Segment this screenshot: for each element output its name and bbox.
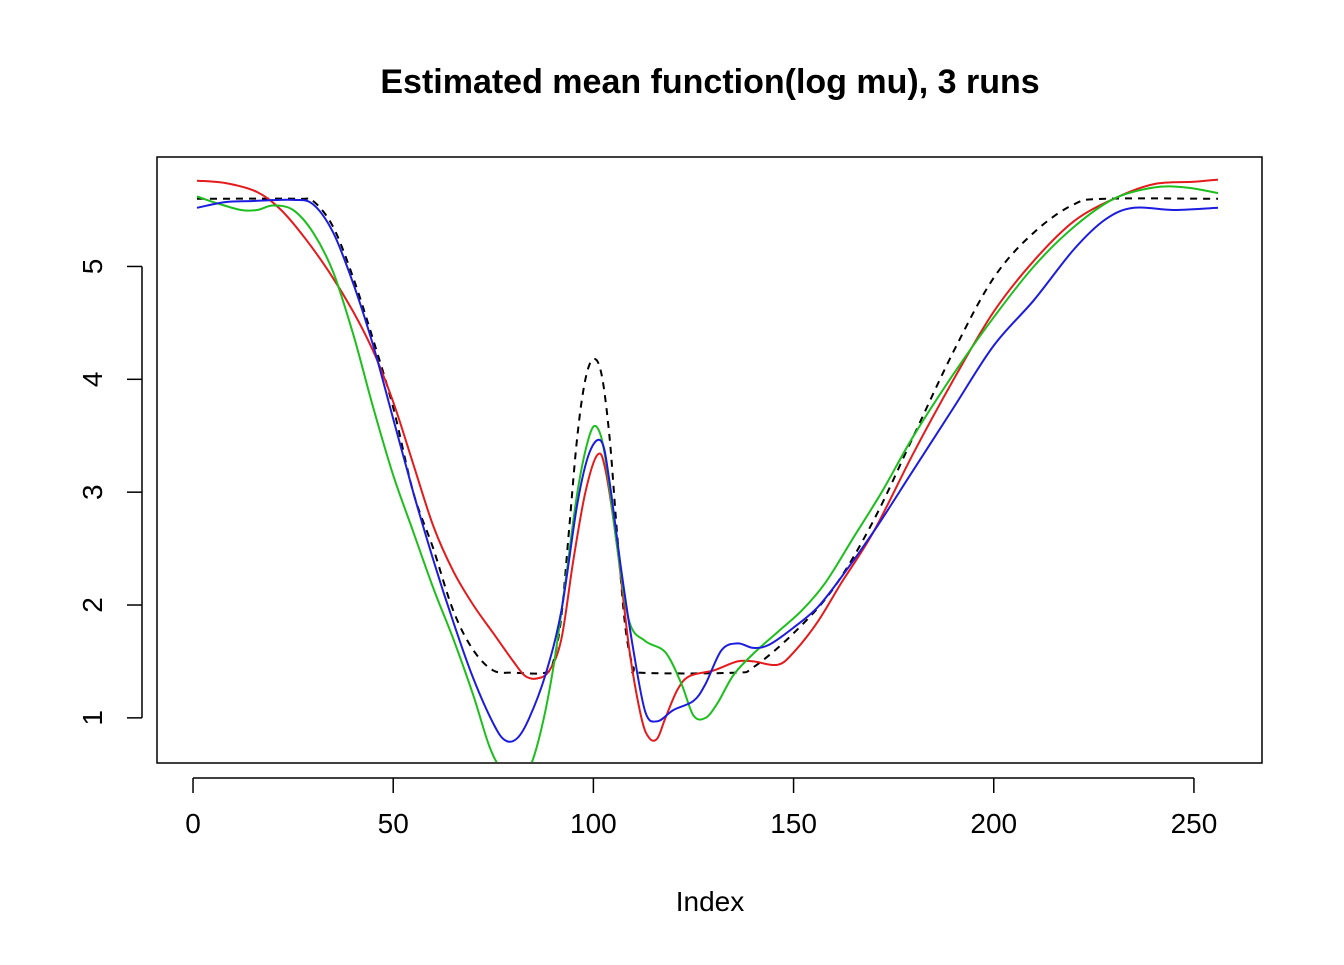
x-axis: 0 50 100 150 200 250 [185,777,1218,839]
chart-title: Estimated mean function(log mu), 3 runs [380,63,1039,101]
y-tick-label: 5 [77,259,108,275]
x-tick-label: 0 [185,808,201,839]
y-tick-label: 1 [77,710,108,726]
series-line-2 [196,178,1219,742]
y-tick-label: 3 [77,484,108,500]
series-line-4 [196,198,1219,743]
x-tick-label: 150 [770,808,817,839]
x-axis-label: Index [676,886,745,917]
x-tick-label: 50 [378,808,409,839]
y-tick-label: 4 [77,372,108,388]
x-tick-label: 200 [970,808,1017,839]
series-layer [196,178,1219,762]
plot-frame [156,156,1263,764]
y-tick-label: 2 [77,597,108,613]
y-axis: 1 2 3 4 5 [77,259,143,726]
series-line-1 [196,197,1219,675]
x-tick-label: 250 [1171,808,1218,839]
series-line-3 [196,185,1219,762]
x-tick-label: 100 [570,808,617,839]
